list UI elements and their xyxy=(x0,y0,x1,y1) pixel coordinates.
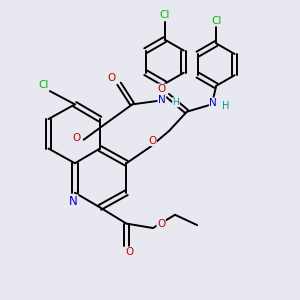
Text: N: N xyxy=(209,98,217,108)
Text: Cl: Cl xyxy=(160,11,170,20)
Text: N: N xyxy=(158,95,166,105)
Text: H: H xyxy=(222,101,230,111)
Text: Cl: Cl xyxy=(38,80,49,90)
Text: O: O xyxy=(157,219,165,229)
Text: O: O xyxy=(108,74,116,83)
Text: Cl: Cl xyxy=(211,16,221,26)
Text: H: H xyxy=(172,98,179,107)
Text: O: O xyxy=(148,136,157,146)
Text: O: O xyxy=(125,247,134,257)
Text: O: O xyxy=(158,84,166,94)
Text: O: O xyxy=(72,133,80,143)
Text: N: N xyxy=(69,195,78,208)
